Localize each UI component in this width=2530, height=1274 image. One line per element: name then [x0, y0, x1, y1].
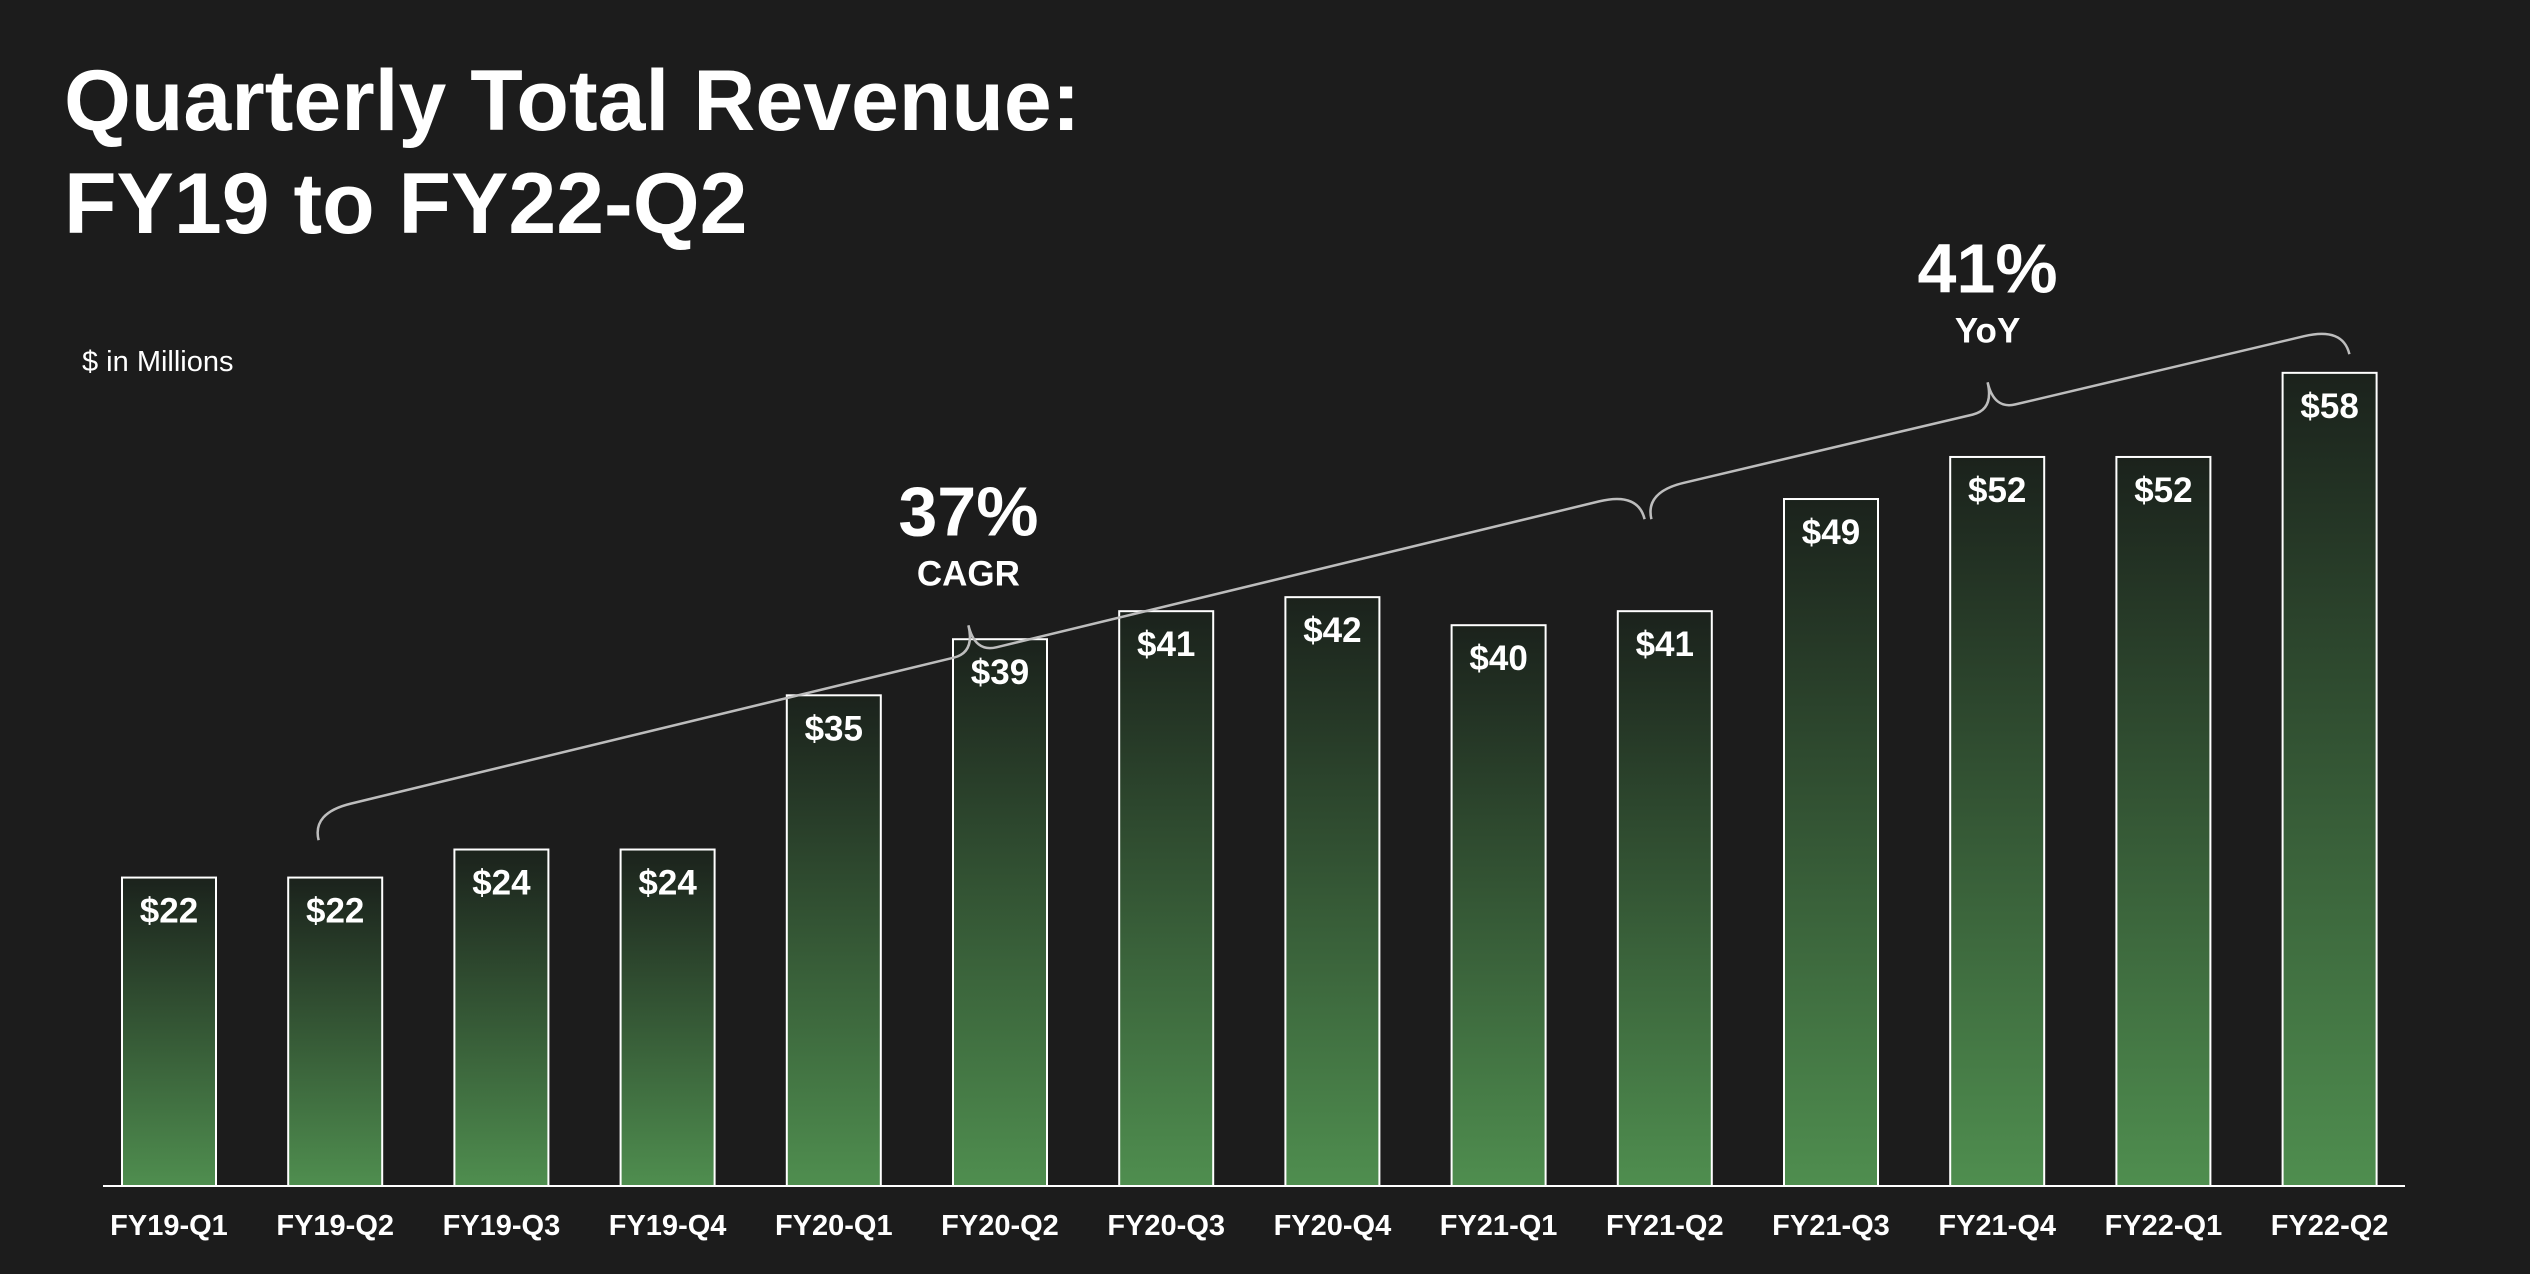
annotation-label-cagr: CAGR	[917, 554, 1020, 593]
bar-fy21-q4	[1949, 455, 2046, 1187]
value-label-fy22-q1: $52	[2134, 471, 2192, 510]
bar-fy19-q1	[121, 876, 217, 1187]
bracket-yoy	[1649, 332, 2351, 520]
bar-fy21-q1	[1450, 624, 1547, 1187]
value-label-fy19-q2: $22	[306, 892, 364, 931]
bar-fy20-q2	[952, 638, 1048, 1187]
chart-title-line-2: FY19 to FY22-Q2	[64, 156, 748, 252]
x-tick-fy21-q4: FY21-Q4	[1938, 1210, 2056, 1242]
annotation-value-yoy: 41%	[1918, 229, 2058, 307]
value-label-fy20-q1: $35	[805, 709, 863, 748]
bar-fy21-q3	[1783, 498, 1879, 1187]
x-tick-fy19-q1: FY19-Q1	[110, 1210, 228, 1242]
value-label-fy20-q2: $39	[971, 653, 1029, 692]
bar-fy20-q3	[1118, 610, 1215, 1187]
chart-title: Quarterly Total Revenue: FY19 to FY22-Q2	[64, 50, 1080, 256]
bars-layer: $22 $22 $24 $24 $35 $39 $41 $42 $40 $41 $49 $52 $52 $…	[121, 371, 2378, 1188]
value-label-fy20-q4: $42	[1303, 611, 1361, 650]
x-tick-fy21-q2: FY21-Q2	[1606, 1210, 1724, 1242]
annotation-label-yoy: YoY	[1955, 311, 2020, 350]
value-label-fy20-q3: $41	[1137, 625, 1195, 664]
x-tick-fy21-q1: FY21-Q1	[1440, 1210, 1558, 1242]
x-tick-fy22-q1: FY22-Q1	[2105, 1210, 2223, 1242]
value-label-fy21-q1: $40	[1469, 639, 1527, 678]
bar-fy22-q2	[2281, 371, 2378, 1187]
value-label-fy21-q2: $41	[1636, 625, 1694, 664]
value-label-fy21-q4: $52	[1968, 471, 2026, 510]
annotation-cagr: 37% CAGR	[316, 472, 1646, 841]
value-label-fy19-q1: $22	[140, 892, 198, 931]
x-tick-fy19-q2: FY19-Q2	[276, 1210, 394, 1242]
value-label-fy19-q3: $24	[472, 864, 531, 903]
value-label-fy22-q2: $58	[2300, 387, 2358, 426]
units-label: $ in Millions	[82, 346, 234, 378]
bar-fy20-q4	[1284, 596, 1381, 1187]
chart-title-line-1: Quarterly Total Revenue:	[64, 53, 1081, 149]
x-tick-fy22-q2: FY22-Q2	[2271, 1210, 2389, 1242]
bar-fy22-q1	[2115, 455, 2212, 1187]
value-label-fy21-q3: $49	[1802, 513, 1860, 552]
x-tick-fy20-q3: FY20-Q3	[1107, 1210, 1225, 1242]
x-tick-fy20-q1: FY20-Q1	[775, 1210, 893, 1242]
bracket-cagr	[316, 497, 1646, 841]
x-axis-ticks: FY19-Q1 FY19-Q2 FY19-Q3 FY19-Q4 FY20-Q1 FY20-…	[110, 1210, 2388, 1242]
growth-annotations: 37% CAGR 41% YoY	[316, 229, 2351, 841]
x-tick-fy20-q4: FY20-Q4	[1274, 1210, 1392, 1242]
x-tick-fy21-q3: FY21-Q3	[1772, 1210, 1890, 1242]
annotation-yoy: 41% YoY	[1649, 229, 2351, 520]
bar-fy21-q2	[1616, 610, 1713, 1187]
x-tick-fy19-q3: FY19-Q3	[443, 1210, 561, 1242]
x-tick-fy20-q2: FY20-Q2	[941, 1210, 1059, 1242]
bar-fy20-q1	[785, 694, 882, 1187]
annotation-value-cagr: 37%	[898, 472, 1038, 550]
x-tick-fy19-q4: FY19-Q4	[609, 1210, 727, 1242]
value-label-fy19-q4: $24	[638, 864, 697, 903]
